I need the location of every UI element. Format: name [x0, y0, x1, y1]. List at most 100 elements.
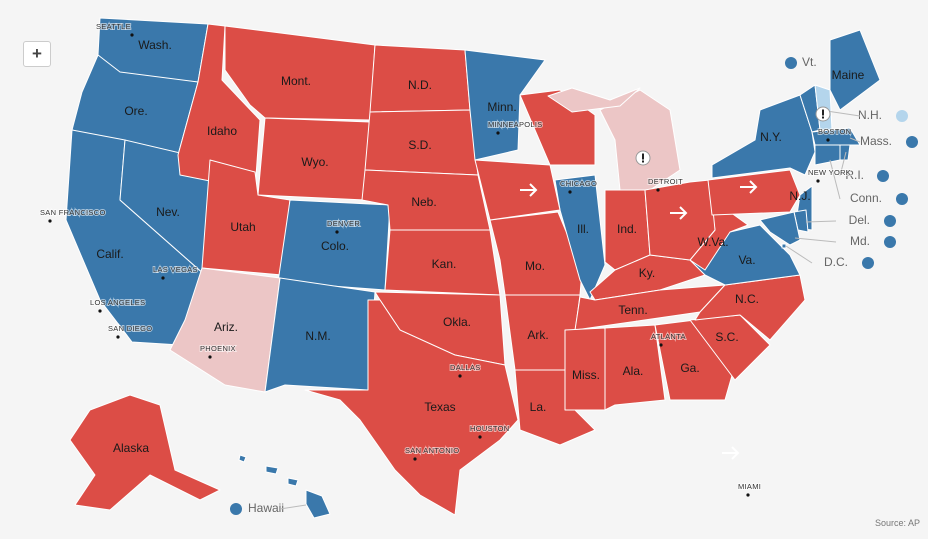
leader-line	[829, 159, 841, 200]
state-label: La.	[530, 400, 547, 414]
state-label: Utah	[230, 220, 255, 234]
callout-label: D.C.	[824, 255, 848, 269]
state-shape	[689, 224, 801, 286]
callout-label: Md.	[850, 234, 870, 248]
state-label: Nev.	[156, 205, 180, 219]
city-label: NEW YORK	[808, 168, 851, 177]
flip-arrow	[520, 183, 538, 197]
state-shape	[305, 489, 331, 519]
state-shape	[69, 394, 221, 511]
city-label: SEATTLE	[96, 22, 131, 31]
state-shape	[781, 243, 787, 249]
state-shape	[814, 144, 841, 166]
city-dot	[116, 335, 120, 339]
city-dot	[826, 138, 830, 142]
alert-mark	[642, 153, 644, 160]
state-label: Ariz.	[214, 320, 238, 334]
leader-line	[785, 245, 813, 264]
alert-dot	[822, 116, 824, 119]
callout-dot	[785, 57, 797, 69]
state-label: Texas	[424, 400, 455, 414]
state-shape	[265, 465, 279, 475]
state-label: Okla.	[443, 315, 471, 329]
flip-arrow	[670, 206, 688, 220]
state-label: Colo.	[321, 239, 349, 253]
state-label: Alaska	[113, 441, 149, 455]
callout-label: R.I.	[845, 168, 864, 182]
city-dot	[48, 219, 52, 223]
source-note: Source: AP	[874, 518, 920, 528]
city-dot	[130, 33, 134, 37]
state-label: Idaho	[207, 124, 237, 138]
state-label: W.Va.	[697, 235, 728, 249]
callout-dot	[884, 215, 896, 227]
city-label: DETROIT	[648, 177, 683, 186]
state-label: Minn.	[487, 100, 516, 114]
state-label: Ga.	[680, 361, 699, 375]
flip-arrow	[722, 446, 740, 460]
city-label: CHICAGO	[560, 179, 597, 188]
state-shape	[304, 299, 519, 516]
city-dot	[496, 131, 500, 135]
alert-mark	[822, 109, 824, 116]
state-shape	[287, 477, 299, 487]
leader-line	[849, 137, 861, 143]
city-dot	[335, 230, 339, 234]
state-label: S.C.	[715, 330, 738, 344]
leader-line	[794, 237, 837, 243]
state-label: Va.	[738, 253, 755, 267]
callout-label: Hawaii	[248, 501, 284, 515]
callout-label: Mass.	[860, 134, 892, 148]
city-dot	[98, 309, 102, 313]
callout-dot	[906, 136, 918, 148]
state-shape	[264, 277, 376, 393]
leader-line	[839, 151, 847, 177]
city-label: SAN ANTONIO	[405, 446, 459, 455]
city-label: SAN FRANCISCO	[40, 208, 106, 217]
state-label: Mont.	[281, 74, 311, 88]
city-label: MINNEAPOLIS	[488, 120, 543, 129]
callout-label: Vt.	[802, 55, 817, 69]
state-label: Wyo.	[301, 155, 328, 169]
city-dot	[659, 343, 663, 347]
alert-dot	[642, 160, 644, 163]
state-label: Mo.	[525, 259, 545, 273]
state-label: Ill.	[577, 222, 589, 236]
city-label: LOS ANGELES	[90, 298, 145, 307]
state-shape	[759, 211, 801, 246]
state-label: Miss.	[572, 368, 600, 382]
city-dot	[568, 190, 572, 194]
state-label: N.D.	[408, 78, 432, 92]
state-shape	[599, 89, 681, 191]
state-shape	[604, 324, 666, 411]
city-dot	[208, 355, 212, 359]
state-label: Tenn.	[618, 303, 647, 317]
callout-dot	[230, 503, 242, 515]
state-label: Neb.	[411, 195, 436, 209]
city-label: MIAMI	[738, 482, 761, 491]
state-shape	[644, 179, 716, 261]
city-dot	[458, 374, 462, 378]
state-label: Kan.	[432, 257, 457, 271]
state-label: N.Y.	[760, 130, 782, 144]
state-shape	[707, 169, 801, 216]
callout-dot	[896, 193, 908, 205]
city-dot	[816, 179, 820, 183]
state-shape	[238, 454, 247, 463]
state-shape	[711, 94, 816, 179]
state-label: Wash.	[138, 38, 172, 52]
callout-label: Del.	[849, 213, 870, 227]
state-label: Ark.	[527, 328, 548, 342]
city-label: HOUSTON	[470, 424, 509, 433]
callout-dot	[862, 257, 874, 269]
state-label: Ala.	[623, 364, 644, 378]
city-dot	[656, 188, 660, 192]
leader-line	[805, 220, 837, 223]
state-shape	[224, 25, 376, 121]
state-shape	[464, 49, 546, 161]
callout-dot	[877, 170, 889, 182]
city-dot	[478, 435, 482, 439]
zoom-button[interactable]: +	[23, 41, 51, 67]
